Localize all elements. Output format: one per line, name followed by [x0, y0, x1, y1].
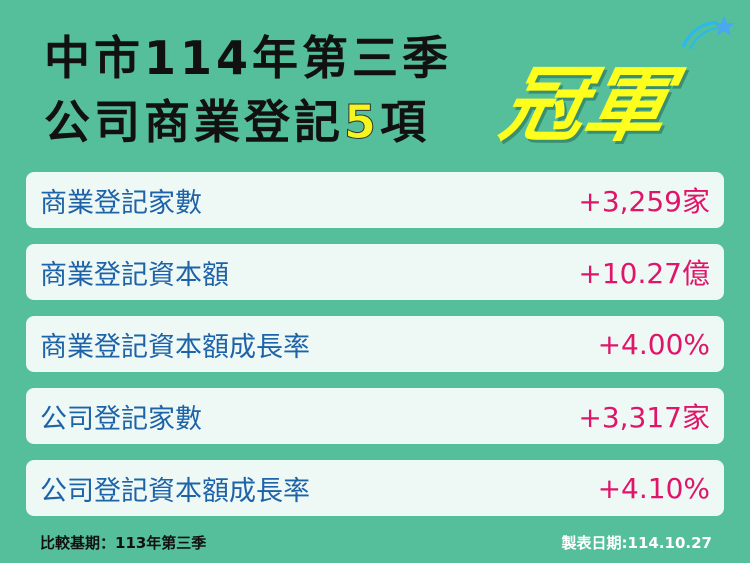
stat-value: +4.10%: [597, 471, 710, 505]
stat-row: 商業登記資本額 +10.27億: [26, 244, 724, 300]
stat-value: +4.00%: [597, 327, 710, 361]
title-line1: 中市114年第三季: [44, 31, 453, 85]
shooting-star-icon: [681, 16, 735, 50]
stat-value: +3,317家: [578, 401, 710, 434]
stat-label: 商業登記資本額成長率: [40, 331, 310, 363]
title-number: 5: [343, 95, 381, 150]
stat-label: 公司登記資本額成長率: [40, 475, 310, 507]
title-text: 公司商業登記: [44, 95, 344, 149]
report-date: 製表日期:114.10.27: [561, 534, 712, 552]
title-line2: 公司商業登記5項: [44, 86, 430, 152]
champion-text: 冠軍: [493, 58, 678, 153]
stat-row: 商業登記家數 +3,259家: [26, 172, 724, 228]
stat-row: 公司登記家數 +3,317家: [26, 388, 724, 444]
stat-label: 公司登記家數: [40, 403, 202, 435]
stat-value: +3,259家: [578, 185, 710, 218]
stat-row: 商業登記資本額成長率 +4.00%: [26, 316, 724, 372]
stat-label: 商業登記資本額: [40, 259, 229, 291]
title-suffix: 項: [380, 95, 431, 149]
comparison-period: 比較基期：113年第三季: [40, 534, 207, 552]
stat-value: +10.27億: [578, 257, 710, 290]
stat-label: 商業登記家數: [40, 187, 202, 219]
stat-row: 公司登記資本額成長率 +4.10%: [26, 460, 724, 516]
